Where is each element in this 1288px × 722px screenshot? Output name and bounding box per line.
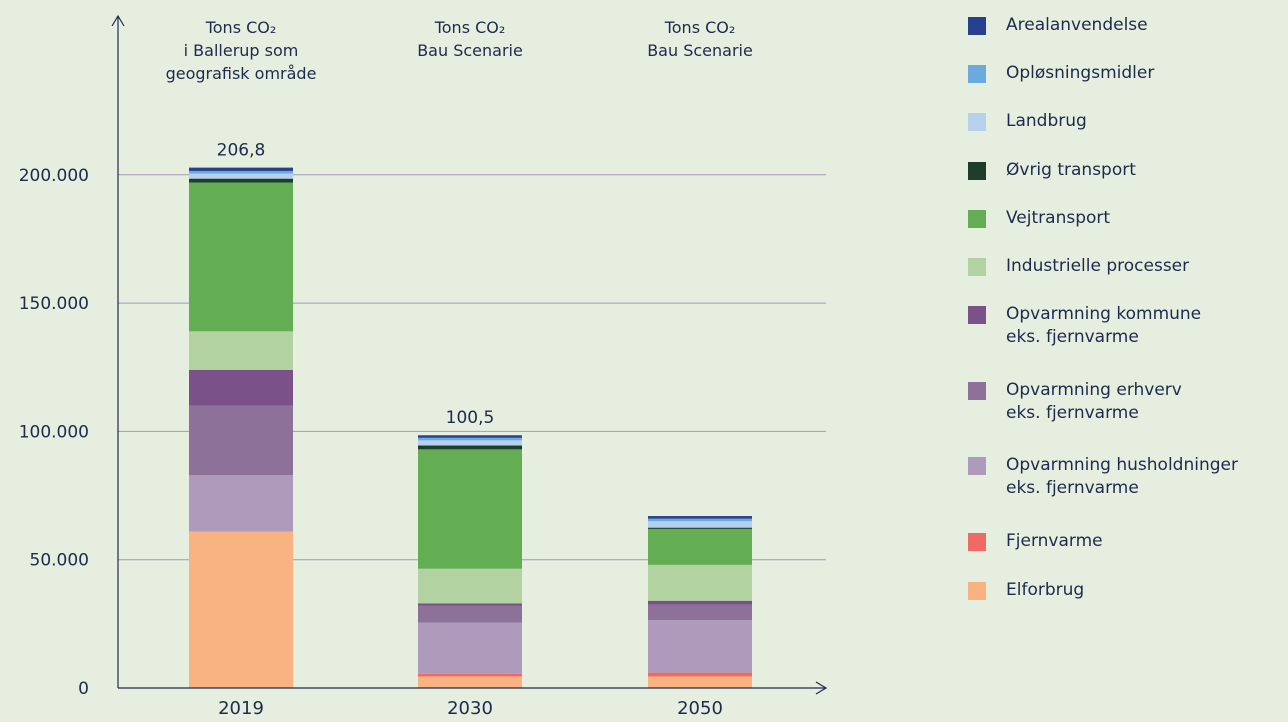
bar-segment [189,178,293,183]
legend-label-line: Opløsningsmidler [1006,63,1155,83]
bar-segment [189,369,293,406]
stacked-bar-chart: 0 50.000 100.000 150.000 200.000 206,8 2019 Ton… [19,14,828,719]
bar-segment [189,182,293,332]
y-tick-label: 0 [78,679,89,699]
bar-total-label: 206,8 [217,141,266,161]
column-header: Tons CO₂ [205,18,277,37]
legend-swatch [968,582,986,600]
legend-label-line: Industrielle processer [1006,256,1190,276]
legend-swatch [968,17,986,35]
x-tick-label: 2030 [447,698,493,719]
legend-label: Industrielle processer [1006,255,1286,278]
bar-segment [189,475,293,532]
bar-segment [648,528,752,565]
bar-segment [418,437,522,441]
legend-swatch [968,457,986,475]
bar-segment [648,527,752,529]
bar-segment [648,518,752,522]
bar-segment [418,568,522,604]
bar-segment [418,622,522,674]
bar-segment [418,603,522,606]
legend-label-line: eks. fjernvarme [1006,403,1139,423]
y-tick-label: 100.000 [19,422,89,442]
legend-label-line: Øvrig transport [1006,160,1136,180]
bar-segment [648,600,752,605]
bar-segment [418,676,522,688]
column-header: geografisk område [166,64,317,83]
bar-segment [189,173,293,179]
bar-segment [418,449,522,569]
bar-segment [189,331,293,370]
legend-swatch [968,533,986,551]
bar-segment [418,435,522,438]
legend-label: Fjernvarme [1006,530,1286,553]
legend-label-line: Opvarmning husholdninger [1006,455,1238,475]
legend-label-line: Arealanvendelse [1006,15,1148,35]
column-header: Tons CO₂ [664,18,736,37]
legend-swatch [968,306,986,324]
legend-swatch [968,162,986,180]
legend-label-line: Elforbrug [1006,580,1085,600]
legend-label-line: eks. fjernvarme [1006,478,1139,498]
bar-segment [418,440,522,446]
column-header: Bau Scenarie [417,41,523,60]
bar-segment [648,521,752,528]
legend-label: Landbrug [1006,110,1286,133]
legend-label-line: Opvarmning erhverv [1006,380,1182,400]
legend-swatch [968,113,986,131]
x-tick-label: 2019 [218,698,264,719]
legend-label-line: Vejtransport [1006,208,1111,228]
bar-total-label: 100,5 [446,408,495,428]
x-axis-arrow [815,681,828,695]
legend-swatch [968,258,986,276]
bar-segment [648,620,752,673]
bar-segment [418,445,522,450]
legend-label: Øvrig transport [1006,159,1286,182]
legend-swatch [968,210,986,228]
legend-label: Vejtransport [1006,207,1286,230]
column-header: i Ballerup som [184,41,299,60]
legend-swatch [968,382,986,400]
bar-segment [648,676,752,688]
bar-segment [189,405,293,476]
legend-label: Opvarmning kommune eks. fjernvarme [1006,303,1286,349]
legend-label: Opvarmning erhverv eks. fjernvarme [1006,379,1286,425]
legend-label-line: Fjernvarme [1006,531,1103,551]
bar-segment [189,170,293,174]
legend-swatch [968,65,986,83]
y-tick-label: 50.000 [30,551,89,571]
y-tick-label: 150.000 [19,294,89,314]
legend-label: Opvarmning husholdninger eks. fjernvarme [1006,454,1286,500]
y-axis-arrow [111,14,125,27]
bar-segment [418,673,522,677]
legend-label: Arealanvendelse [1006,14,1286,37]
bar-segment [648,516,752,519]
x-tick-label: 2050 [677,698,723,719]
column-header: Tons CO₂ [434,18,506,37]
bar-segment [648,604,752,621]
bar-segment [418,605,522,623]
bar-segment [648,672,752,677]
bar-segment [189,167,293,171]
column-header: Bau Scenarie [647,41,753,60]
legend-label: Elforbrug [1006,579,1286,602]
y-tick-label: 200.000 [19,166,89,186]
legend-label-line: Landbrug [1006,111,1087,131]
legend-label: Opløsningsmidler [1006,62,1286,85]
legend-label-line: eks. fjernvarme [1006,327,1139,347]
legend-label-line: Opvarmning kommune [1006,304,1202,324]
bar-segment [189,531,293,688]
bar-segment [648,564,752,601]
